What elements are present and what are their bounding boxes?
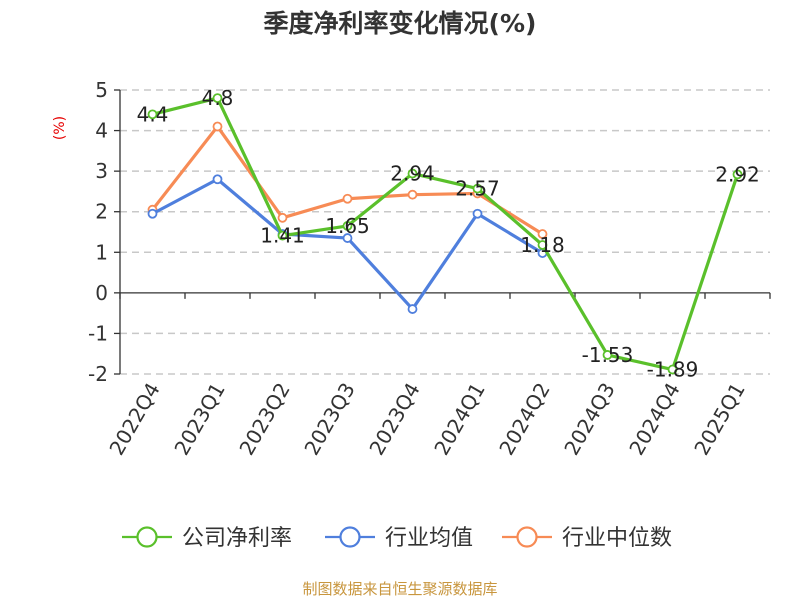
legend: 公司净利率 行业均值 行业中位数 [122,526,672,551]
y-tick-label: 1 [95,240,108,264]
data-point [342,221,353,231]
x-tick-label: 2023Q2 [234,379,294,460]
data-label: 4.4 [137,102,169,126]
x-tick-label: 2022Q4 [104,379,164,460]
data-point [407,304,418,314]
x-tick-label: 2023Q3 [299,379,359,460]
legend-swatch-marker [516,526,538,548]
data-label: 1.18 [520,233,565,257]
data-label: -1.53 [582,343,634,367]
data-point [212,174,223,185]
data-label: 2.57 [455,177,500,201]
legend-label: 公司净利率 [182,526,292,551]
source-note: 制图数据来自恒生聚源数据库 [302,580,497,598]
y-tick-label: 2 [95,200,108,224]
legend-item: 行业均值 [325,526,473,551]
data-point [407,168,418,179]
y-tick-label: 4 [95,119,108,143]
series-line [152,96,740,372]
data-point [212,121,223,132]
data-point [147,208,158,219]
y-tick-label: -2 [88,362,108,386]
data-label: 4.8 [202,86,234,110]
x-tick-label: 2024Q1 [429,379,489,460]
data-point [602,350,613,360]
data-labels: 4.4 4.8 1.41 1.65 2.94 2.57 1.18 -1.53 -1.89 2.92 [137,86,760,381]
legend-swatch-marker [136,526,158,548]
x-tick-label: 2024Q2 [494,379,554,460]
data-point [732,169,743,180]
data-point [667,364,678,375]
x-tick-label: 2023Q1 [169,379,229,460]
data-point [212,93,223,104]
legend-item: 公司净利率 [122,526,292,551]
legend-item: 行业中位数 [502,526,672,551]
data-point [537,240,548,250]
y-tick-label: 5 [95,78,108,102]
data-point [472,208,483,219]
x-tick-label: 2023Q4 [364,379,424,460]
data-point [277,230,288,241]
data-point [407,189,418,200]
data-label: 2.94 [390,162,435,186]
legend-swatch-marker [339,526,361,548]
data-label: 2.92 [715,162,760,186]
x-tick-label: 2024Q3 [559,379,619,460]
data-point [147,109,158,120]
data-label: 1.41 [260,224,305,248]
y-axis-unit: (%) [52,116,68,140]
data-label: 1.65 [325,214,370,238]
x-tick-label: 2024Q4 [624,379,684,460]
chart-title: 季度净利率变化情况(%) [264,9,537,38]
legend-label: 行业中位数 [562,526,672,551]
data-point [342,233,353,243]
legend-label: 行业均值 [385,526,473,551]
data-label: -1.89 [647,358,699,382]
data-point [277,212,288,223]
data-point [537,229,548,239]
y-tick-label: -1 [88,321,108,345]
data-point [472,183,483,194]
y-tick-label: 0 [95,281,108,305]
y-tick-label: 3 [95,159,108,183]
grid-lines [120,89,770,375]
x-tick-label: 2025Q1 [689,379,749,460]
data-point [342,193,353,204]
series-lines [147,93,743,375]
